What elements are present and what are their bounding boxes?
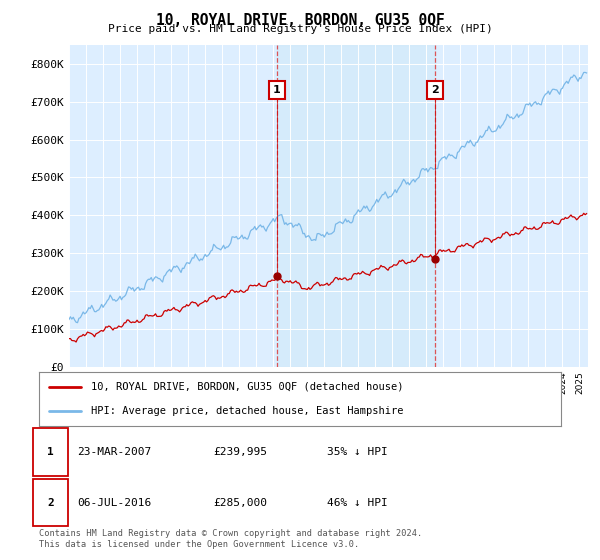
Text: Price paid vs. HM Land Registry's House Price Index (HPI): Price paid vs. HM Land Registry's House … [107, 24, 493, 34]
Bar [277, 45, 435, 367]
Text: 23-MAR-2007: 23-MAR-2007 [77, 447, 151, 457]
Text: 2: 2 [47, 498, 54, 507]
Text: 35% ↓ HPI: 35% ↓ HPI [327, 447, 388, 457]
Text: £285,000: £285,000 [213, 498, 267, 507]
Text: 06-JUL-2016: 06-JUL-2016 [77, 498, 151, 507]
Text: 46% ↓ HPI: 46% ↓ HPI [327, 498, 388, 507]
Text: Contains HM Land Registry data © Crown copyright and database right 2024.
This d: Contains HM Land Registry data © Crown c… [39, 529, 422, 549]
Text: 10, ROYAL DRIVE, BORDON, GU35 0QF (detached house): 10, ROYAL DRIVE, BORDON, GU35 0QF (detac… [91, 382, 404, 392]
Text: £239,995: £239,995 [213, 447, 267, 457]
Text: 2: 2 [431, 85, 439, 95]
Text: 1: 1 [273, 85, 281, 95]
Text: 1: 1 [47, 447, 54, 457]
Text: HPI: Average price, detached house, East Hampshire: HPI: Average price, detached house, East… [91, 406, 404, 416]
Text: 10, ROYAL DRIVE, BORDON, GU35 0QF: 10, ROYAL DRIVE, BORDON, GU35 0QF [155, 13, 445, 29]
